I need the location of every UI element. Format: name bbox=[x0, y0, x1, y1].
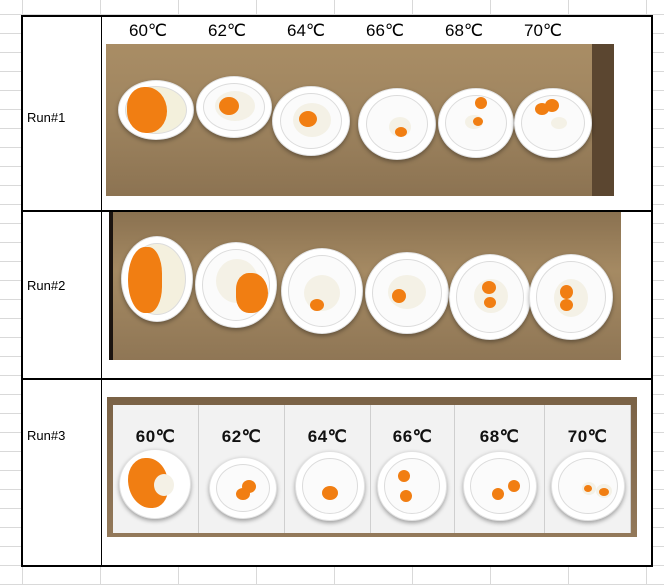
temp-header-64: 64℃ bbox=[287, 21, 326, 40]
card-68: 68℃ bbox=[455, 405, 545, 533]
column-divider bbox=[101, 17, 102, 565]
card-70: 70℃ bbox=[545, 405, 631, 533]
plate-68 bbox=[438, 88, 514, 158]
temperature-header: 60℃ 62℃ 64℃ 66℃ 68℃ 70℃ bbox=[103, 17, 651, 45]
plate-66 bbox=[358, 88, 436, 160]
plate-62 bbox=[195, 242, 277, 328]
temp-header-60: 60℃ bbox=[129, 21, 168, 40]
card-64-label: 64℃ bbox=[307, 427, 348, 446]
plate-62 bbox=[196, 76, 272, 138]
spreadsheet-table: 60℃ 62℃ 64℃ 66℃ 68℃ 70℃ Run#1 Run#2 Run#… bbox=[21, 15, 653, 567]
run-label-1: Run#1 bbox=[27, 110, 66, 125]
plate-60 bbox=[118, 80, 194, 140]
run-label-3: Run#3 bbox=[27, 428, 66, 443]
temp-header-62: 62℃ bbox=[208, 21, 247, 40]
run2-photo bbox=[109, 212, 621, 360]
card-60: 60℃ bbox=[113, 405, 199, 533]
card-62-label: 62℃ bbox=[221, 427, 262, 446]
plate-68 bbox=[449, 254, 531, 340]
run1-photo bbox=[106, 44, 614, 196]
plate-70 bbox=[514, 88, 592, 158]
card-70-label: 70℃ bbox=[567, 427, 608, 446]
plate-60 bbox=[121, 236, 193, 322]
card-68-label: 68℃ bbox=[479, 427, 520, 446]
plate-66 bbox=[365, 252, 449, 334]
plate-64 bbox=[272, 86, 350, 156]
card-64: 64℃ bbox=[285, 405, 371, 533]
plate-64 bbox=[281, 248, 363, 334]
card-62: 62℃ bbox=[199, 405, 285, 533]
card-66-label: 66℃ bbox=[392, 427, 433, 446]
run-label-2: Run#2 bbox=[27, 278, 66, 293]
run3-photo: 60℃ 62℃ 64℃ 66℃ bbox=[107, 397, 637, 537]
row-divider bbox=[23, 378, 651, 380]
photo-shadow bbox=[592, 44, 614, 196]
card-60-label: 60℃ bbox=[135, 427, 176, 446]
temp-header-70: 70℃ bbox=[524, 21, 563, 40]
temp-header-68: 68℃ bbox=[445, 21, 484, 40]
plate-70 bbox=[529, 254, 613, 340]
card-66: 66℃ bbox=[371, 405, 455, 533]
temp-header-66: 66℃ bbox=[366, 21, 405, 40]
row-divider bbox=[23, 210, 651, 212]
